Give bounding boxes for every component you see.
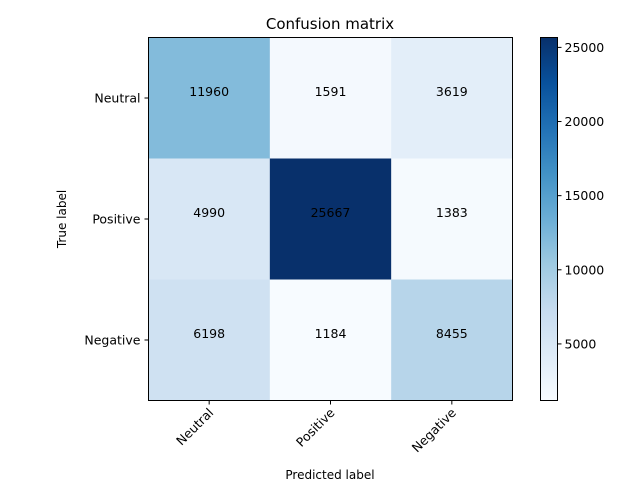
- heatmap-cell: [391, 279, 513, 401]
- cell-value-label: 8455: [436, 326, 468, 341]
- cell-value-label: 25667: [311, 205, 351, 220]
- colorbar-tick-label: 5000: [565, 336, 597, 351]
- heatmap-cell: [391, 158, 513, 280]
- cell-value-label: 3619: [436, 84, 468, 99]
- cell-value-label: 11960: [189, 84, 229, 99]
- heatmap-cell: [148, 279, 271, 401]
- cell-value-label: 4990: [193, 205, 225, 220]
- colorbar-tick-label: 25000: [565, 40, 605, 55]
- heatmap-cell: [269, 37, 392, 159]
- y-tick-label: Positive: [92, 212, 140, 227]
- heatmap-cell: [391, 37, 513, 159]
- heatmap-cell: [269, 279, 392, 401]
- heatmap-cell: [148, 158, 271, 280]
- colorbar-tick-label: 10000: [565, 262, 605, 277]
- x-axis-ticks: Neutral Positive Negative: [173, 400, 459, 455]
- y-axis-label: True label: [55, 190, 69, 249]
- y-tick-label: Neutral: [94, 91, 140, 106]
- heatmap-cell: [269, 158, 392, 280]
- x-axis-label: Predicted label: [285, 468, 374, 480]
- cell-value-label: 1184: [315, 326, 347, 341]
- colorbar-tick-label: 20000: [565, 114, 605, 129]
- colorbar: [540, 37, 558, 401]
- chart-title: Confusion matrix: [266, 15, 394, 33]
- cell-value-label: 1591: [315, 84, 347, 99]
- heatmap-cells: 11960 1591 3619 4990 25667 1383 6198 1184 8455: [148, 37, 513, 401]
- heatmap-cell: [148, 37, 271, 159]
- colorbar-ticks: 5000 10000 15000 20000 25000: [557, 40, 605, 351]
- x-tick-label: Neutral: [173, 405, 216, 448]
- y-tick-label: Negative: [84, 333, 140, 348]
- cell-value-label: 1383: [436, 205, 468, 220]
- x-tick-label: Positive: [293, 405, 338, 450]
- x-tick-label: Negative: [409, 405, 459, 455]
- colorbar-tick-label: 15000: [565, 188, 605, 203]
- cell-value-label: 6198: [193, 326, 225, 341]
- y-axis-ticks: Neutral Positive Negative: [84, 91, 149, 348]
